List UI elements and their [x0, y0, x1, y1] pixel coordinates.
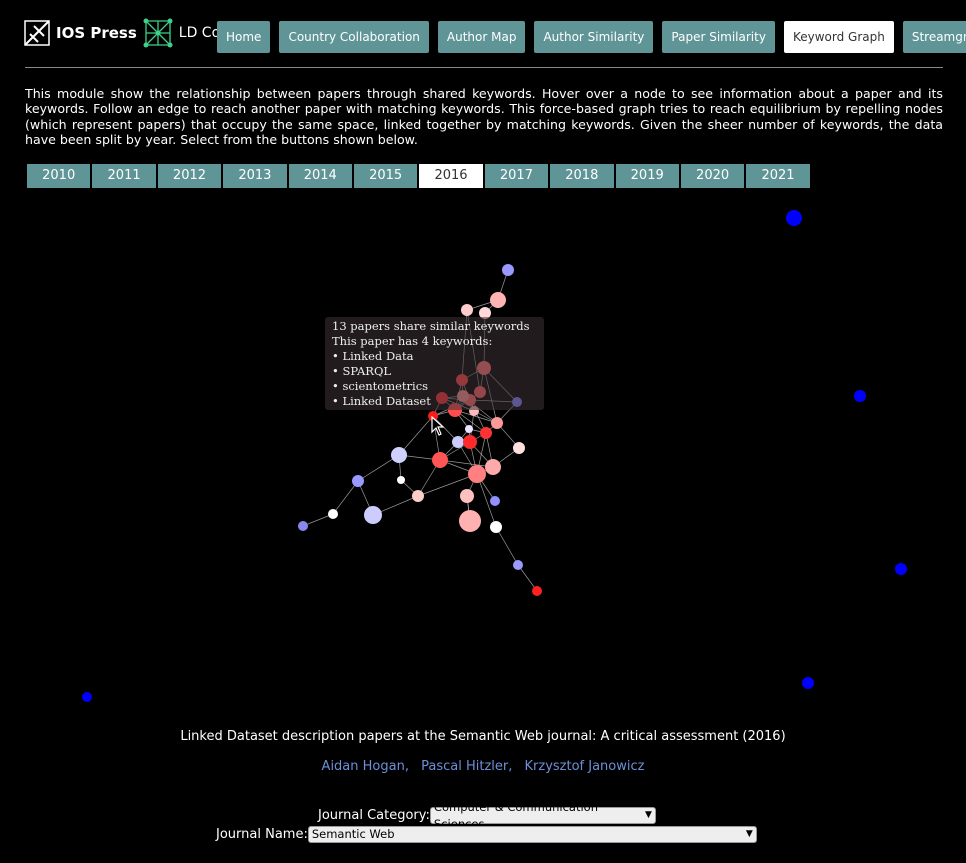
- paper-node[interactable]: [432, 452, 448, 468]
- year-button-2019[interactable]: 2019: [615, 164, 679, 188]
- journal-category-label: Journal Category:: [318, 808, 430, 823]
- graph-nodes: [82, 210, 907, 702]
- graph-edge: [454, 409, 498, 424]
- tooltip-keyword: • scientometrics: [332, 379, 429, 393]
- selected-paper-title: Linked Dataset description papers at the…: [180, 729, 786, 744]
- year-button-2015[interactable]: 2015: [353, 164, 418, 188]
- paper-node[interactable]: [82, 692, 92, 702]
- year-button-2021[interactable]: 2021: [746, 164, 810, 188]
- paper-node[interactable]: [513, 560, 523, 570]
- node-tooltip: 13 papers share similar keywords This pa…: [325, 317, 544, 410]
- year-button-2012[interactable]: 2012: [157, 164, 222, 188]
- graph-edge: [476, 473, 497, 528]
- author-link[interactable]: Krzysztof Janowicz: [524, 759, 645, 774]
- paper-node[interactable]: [786, 210, 802, 226]
- author-link[interactable]: Aidan Hogan,: [321, 759, 409, 774]
- ios-press-logo-icon: [24, 20, 50, 46]
- tooltip-shared-count: 13 papers share similar keywords: [332, 319, 530, 333]
- logo[interactable]: IOS Press LD Connect: [24, 16, 260, 50]
- journal-name-value: Semantic Web: [311, 827, 395, 841]
- nav-streamgraph-button[interactable]: Streamgraph: [902, 21, 966, 53]
- paper-node[interactable]: [480, 427, 492, 439]
- paper-node[interactable]: [479, 307, 491, 319]
- year-button-2020[interactable]: 2020: [680, 164, 745, 188]
- paper-node[interactable]: [459, 510, 481, 532]
- chevron-down-icon: ▼: [745, 829, 753, 839]
- year-button-2016[interactable]: 2016: [419, 164, 483, 188]
- year-button-2017[interactable]: 2017: [484, 164, 549, 188]
- graph-edge: [398, 415, 434, 456]
- nav-paper-similarity-button[interactable]: Paper Similarity: [662, 21, 775, 53]
- graph-edge: [417, 473, 478, 497]
- nav-keyword-graph-button[interactable]: Keyword Graph: [783, 21, 894, 53]
- tooltip-keyword: • Linked Dataset: [332, 394, 431, 408]
- paper-node[interactable]: [460, 489, 474, 503]
- paper-node[interactable]: [895, 563, 907, 575]
- module-description: This module show the relationship betwee…: [25, 86, 943, 148]
- nav-author-similarity-button[interactable]: Author Similarity: [534, 21, 654, 53]
- journal-name-select[interactable]: Semantic Web ▼: [307, 826, 757, 843]
- paper-node[interactable]: [463, 435, 477, 449]
- journal-name-row: Journal Name: Semantic Web ▼: [216, 826, 757, 843]
- paper-node[interactable]: [298, 521, 308, 531]
- nav-author-map-button[interactable]: Author Map: [437, 21, 526, 53]
- chevron-down-icon: ▼: [645, 810, 652, 820]
- author-link[interactable]: Pascal Hitzler,: [421, 759, 513, 774]
- paper-node[interactable]: [491, 417, 503, 429]
- header-divider: [25, 67, 943, 68]
- paper-node[interactable]: [391, 447, 407, 463]
- graph-edge: [439, 459, 494, 468]
- paper-node[interactable]: [854, 390, 866, 402]
- author-list: Aidan Hogan, Pascal Hitzler, Krzysztof J…: [0, 759, 966, 774]
- paper-node[interactable]: [513, 442, 525, 454]
- main-nav: Home Country Collaboration Author Map Au…: [217, 21, 966, 53]
- header: IOS Press LD Connect Home Country Collab…: [0, 0, 966, 62]
- paper-node[interactable]: [490, 521, 502, 533]
- year-button-2011[interactable]: 2011: [92, 164, 156, 188]
- graph-edge: [517, 564, 538, 592]
- paper-node[interactable]: [490, 292, 506, 308]
- paper-node[interactable]: [412, 490, 424, 502]
- paper-node[interactable]: [502, 264, 514, 276]
- year-button-2010[interactable]: 2010: [27, 164, 91, 188]
- paper-node[interactable]: [461, 304, 473, 316]
- year-button-2014[interactable]: 2014: [288, 164, 352, 188]
- graph-edge: [332, 480, 359, 515]
- journal-category-row: Journal Category: Computer & Communicati…: [318, 800, 656, 831]
- tooltip-keyword-count: This paper has 4 keywords:: [332, 334, 493, 348]
- keyword-graph[interactable]: [0, 190, 966, 720]
- ld-connect-logo-icon: [143, 18, 173, 48]
- paper-node[interactable]: [465, 425, 473, 433]
- journal-category-select[interactable]: Computer & Communication Sciences ▼: [429, 800, 656, 831]
- graph-edge: [432, 415, 459, 443]
- paper-node[interactable]: [532, 586, 542, 596]
- paper-node[interactable]: [428, 411, 438, 421]
- journal-name-label: Journal Name:: [216, 827, 308, 842]
- graph-edge: [495, 526, 519, 566]
- paper-node[interactable]: [352, 475, 364, 487]
- nav-country-collaboration-button[interactable]: Country Collaboration: [279, 21, 429, 53]
- graph-edge: [357, 454, 400, 482]
- logo-ios-text: IOS Press: [56, 24, 137, 42]
- paper-node[interactable]: [490, 496, 500, 506]
- paper-node[interactable]: [485, 459, 501, 475]
- graph-edge: [302, 513, 334, 527]
- year-button-2018[interactable]: 2018: [550, 164, 614, 188]
- paper-node[interactable]: [328, 509, 338, 519]
- paper-node[interactable]: [802, 677, 814, 689]
- year-button-2013[interactable]: 2013: [223, 164, 287, 188]
- paper-node[interactable]: [468, 465, 486, 483]
- nav-home-button[interactable]: Home: [217, 21, 271, 53]
- paper-node[interactable]: [452, 436, 464, 448]
- mouse-cursor-icon: [431, 416, 445, 436]
- tooltip-keyword: • SPARQL: [332, 364, 392, 378]
- tooltip-keyword: • Linked Data: [332, 349, 414, 363]
- year-selector: 2010 2011 2012 2013 2014 2015 2016 2017 …: [27, 164, 810, 188]
- paper-node[interactable]: [397, 476, 405, 484]
- paper-node[interactable]: [364, 506, 382, 524]
